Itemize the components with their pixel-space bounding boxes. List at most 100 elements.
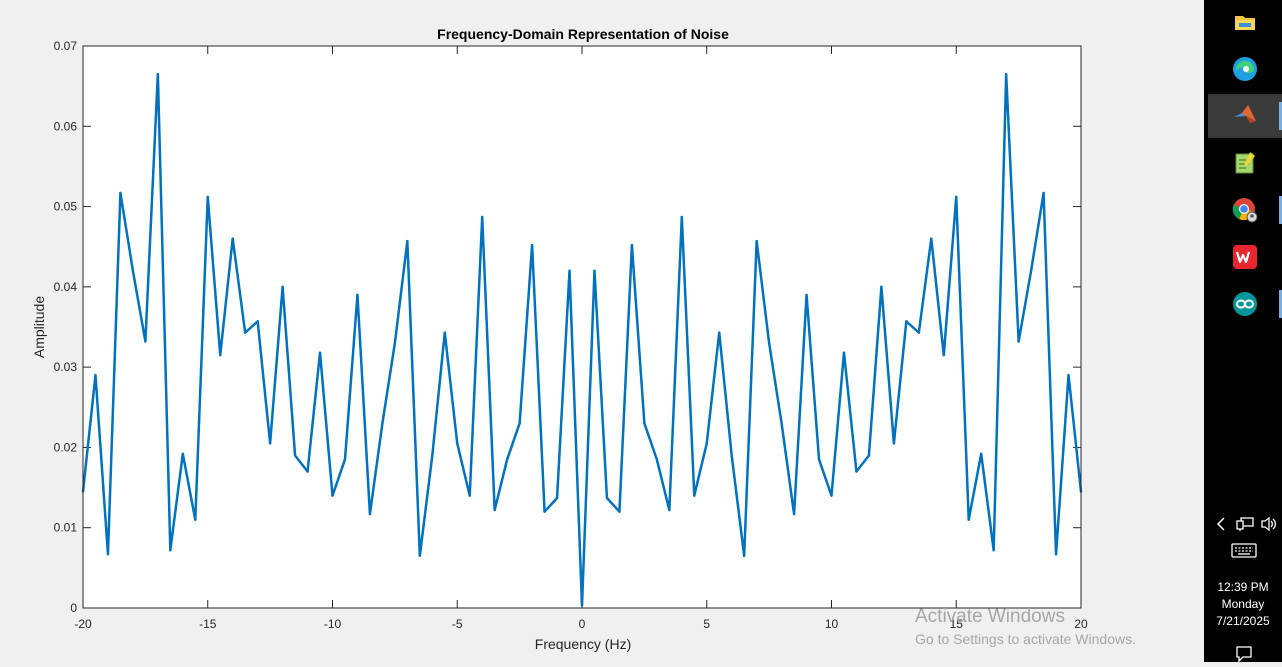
taskbar-app-wps-office[interactable]: [1208, 235, 1282, 279]
plot-area: [83, 46, 1081, 608]
data-point: [368, 512, 372, 516]
data-point: [942, 353, 945, 357]
matlab-icon: [1234, 105, 1256, 123]
data-point: [343, 458, 347, 461]
data-point: [318, 351, 322, 354]
data-point: [630, 243, 634, 247]
y-tick-labels: 0 0.01 0.02 0.03 0.04 0.05 0.06 0.07: [54, 39, 78, 615]
y-tick-label: 0.02: [54, 440, 78, 454]
data-point: [730, 454, 733, 457]
x-tick-label: -20: [74, 617, 92, 631]
data-point: [518, 422, 521, 425]
data-point: [243, 331, 247, 334]
data-point: [431, 454, 434, 457]
data-point: [880, 285, 883, 289]
data-point: [418, 554, 422, 558]
data-point: [1067, 373, 1070, 377]
data-point: [580, 604, 584, 607]
taskbar-app-chrome[interactable]: [1208, 188, 1282, 232]
network-icon[interactable]: [1234, 512, 1256, 536]
taskbar: 12:39 PM Monday 7/21/2025: [1204, 0, 1282, 663]
clock-date[interactable]: 7/21/2025: [1216, 614, 1270, 628]
x-axis-label: Frequency (Hz): [535, 636, 631, 652]
taskbar-app-arduino[interactable]: [1208, 282, 1282, 326]
data-point: [668, 508, 671, 512]
data-point: [1029, 269, 1033, 272]
data-point: [481, 215, 484, 219]
data-point: [555, 496, 559, 500]
axes-box: [82, 45, 1082, 609]
data-point: [742, 554, 746, 558]
touch-keyboard-icon[interactable]: [1230, 541, 1258, 561]
taskbar-app-notepad-plus-plus[interactable]: [1208, 141, 1282, 185]
data-point: [181, 452, 184, 456]
notepad-plus-plus-icon: [1235, 152, 1255, 174]
data-point: [169, 548, 172, 552]
data-point: [593, 269, 596, 272]
y-tick-label: 0.05: [54, 200, 78, 214]
data-point: [605, 496, 609, 500]
y-tick-label: 0.04: [54, 280, 78, 294]
x-tick-label: 10: [825, 617, 839, 631]
data-point: [131, 269, 135, 272]
clock-time[interactable]: 12:39 PM: [1217, 580, 1269, 594]
data-point: [705, 442, 708, 445]
data-point: [892, 442, 896, 445]
taskbar-app-file-explorer[interactable]: [1208, 0, 1282, 44]
notification-center-icon[interactable]: [1234, 645, 1254, 663]
system-tray: [1204, 512, 1282, 536]
data-point: [568, 269, 571, 272]
clock-day[interactable]: Monday: [1221, 597, 1265, 611]
data-point: [144, 340, 147, 343]
data-point: [618, 510, 621, 513]
y-tick-label: 0: [70, 601, 77, 615]
x-tick-label: -5: [452, 617, 463, 631]
data-point: [842, 351, 846, 354]
data-point: [306, 470, 309, 473]
running-app-indicator: [1279, 290, 1282, 318]
data-point: [718, 331, 721, 334]
data-point: [219, 353, 222, 357]
data-point: [406, 239, 409, 243]
data-point: [680, 215, 683, 219]
data-point: [855, 470, 858, 473]
data-point: [755, 239, 758, 243]
data-point: [792, 512, 796, 516]
running-app-indicator: [1279, 196, 1282, 224]
data-point: [293, 454, 297, 457]
matlab-figure-window: -20 -15 -10 -5 0 5 10 15 20 0 0.01 0.02 0.03 0.04 0.0…: [31, 26, 1136, 652]
data-point: [456, 442, 459, 445]
y-tick-label: 0.01: [54, 521, 78, 535]
x-tick-labels: -20 -15 -10 -5 0 5 10 15 20: [74, 617, 1088, 631]
data-point: [980, 452, 983, 456]
data-point: [655, 458, 659, 461]
data-point: [780, 422, 783, 425]
data-point: [493, 508, 496, 512]
y-tick-label: 0.06: [54, 119, 78, 133]
x-tick-label: 20: [1074, 617, 1088, 631]
x-tick-label: -10: [324, 617, 342, 631]
taskbar-app-matlab[interactable]: [1208, 94, 1282, 138]
data-point: [256, 320, 259, 323]
data-point: [331, 494, 334, 497]
data-point: [468, 494, 471, 497]
active-app-indicator: [1279, 102, 1282, 130]
file-explorer-icon: [1235, 16, 1255, 30]
data-point: [393, 341, 397, 345]
x-tick-label: 15: [950, 617, 964, 631]
y-tick-label: 0.03: [54, 360, 78, 374]
show-hidden-icons-chevron-icon[interactable]: [1212, 512, 1230, 536]
data-point: [194, 518, 197, 521]
data-point: [917, 331, 921, 334]
data-point: [94, 373, 97, 377]
edge-icon: [1233, 57, 1257, 81]
arduino-icon: [1233, 292, 1257, 316]
chrome-icon: [1232, 198, 1258, 223]
volume-icon[interactable]: [1258, 512, 1280, 536]
data-point: [930, 237, 933, 240]
taskbar-app-edge[interactable]: [1208, 47, 1282, 91]
data-point: [830, 494, 833, 497]
chart: -20 -15 -10 -5 0 5 10 15 20 0 0.01 0.02 0.03 0.04 0.0…: [31, 26, 1088, 652]
data-point: [505, 458, 509, 461]
data-point: [992, 548, 995, 552]
